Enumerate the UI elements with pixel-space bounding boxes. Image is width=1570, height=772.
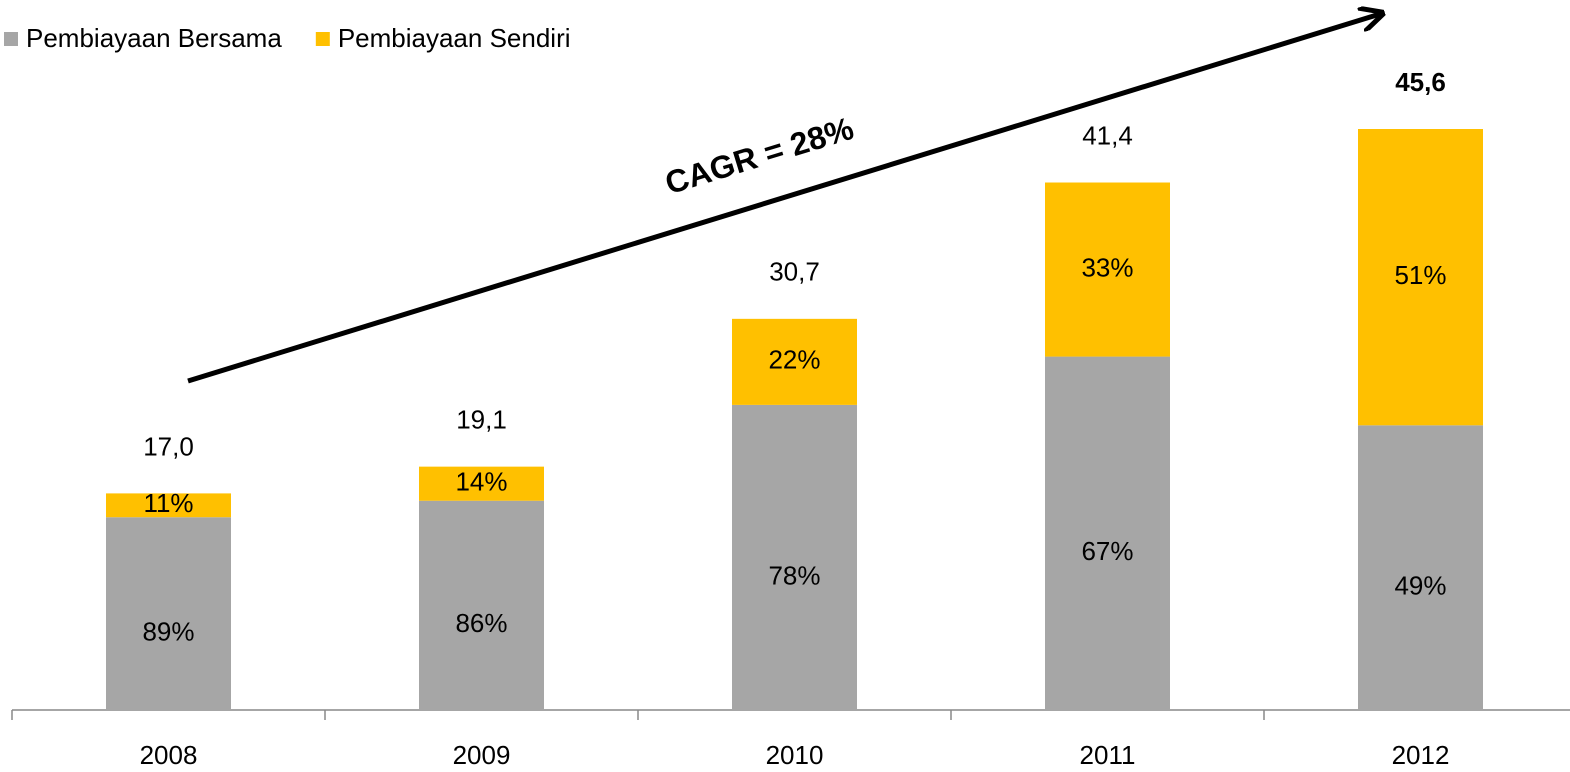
total-label: 41,4 <box>1082 120 1133 150</box>
bar-segment <box>1358 425 1483 710</box>
segment-label: 86% <box>455 608 507 638</box>
total-label: 45,6 <box>1395 67 1446 97</box>
legend-label: Pembiayaan Bersama <box>26 23 282 53</box>
legend-label: Pembiayaan Sendiri <box>338 23 571 53</box>
segment-label: 22% <box>768 345 820 375</box>
trend-arrow <box>187 14 1380 384</box>
bar-segment <box>732 318 857 405</box>
segment-label: 14% <box>455 467 507 497</box>
x-tick-label: 2010 <box>766 740 824 770</box>
annotation: CAGR = 28% <box>661 110 858 201</box>
bar-segment <box>1045 182 1170 357</box>
segment-label: 11% <box>143 488 193 518</box>
legend-swatch <box>315 32 330 46</box>
segment-label: 89% <box>142 616 194 646</box>
segment-label: 78% <box>768 560 820 590</box>
bar-segment <box>106 517 231 710</box>
total-label: 17,0 <box>143 431 194 461</box>
total-label: 30,7 <box>769 257 820 287</box>
segment-label: 33% <box>1081 252 1133 282</box>
bar-segment <box>1358 129 1483 426</box>
x-tick-label: 2009 <box>453 740 511 770</box>
bar-segment <box>1045 356 1170 710</box>
segment-label: 51% <box>1394 260 1446 290</box>
segment-label: 67% <box>1081 536 1133 566</box>
bar-segment <box>106 493 231 518</box>
x-tick-label: 2011 <box>1080 740 1136 770</box>
total-label: 19,1 <box>456 405 507 435</box>
bar-segment <box>732 404 857 710</box>
x-tick-label: 2008 <box>140 740 198 770</box>
bar-segment <box>419 466 544 501</box>
x-tick-label: 2012 <box>1392 740 1450 770</box>
legend-swatch <box>4 32 18 46</box>
bar-segment <box>419 500 544 710</box>
segment-label: 49% <box>1394 571 1446 601</box>
